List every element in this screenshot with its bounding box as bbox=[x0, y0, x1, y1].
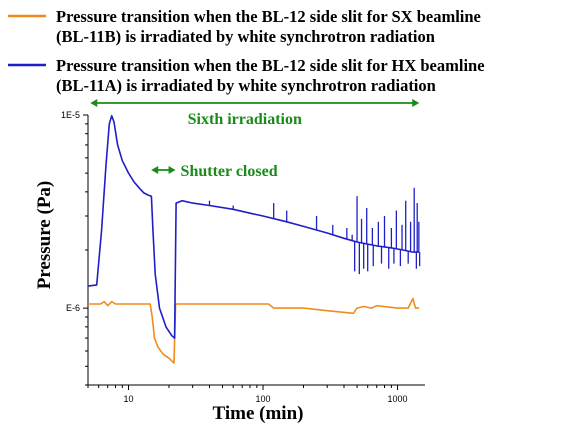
shutter-closed-arrow bbox=[151, 166, 176, 174]
series-sx-line bbox=[88, 297, 420, 364]
legend-label-sx-line2: (BL-11B) is irradiated by white synchrot… bbox=[56, 27, 435, 46]
series-layer bbox=[87, 115, 421, 364]
sixth-irradiation-arrow bbox=[90, 99, 420, 107]
y-axis-title: Pressure (Pa) bbox=[34, 181, 55, 290]
legend: Pressure transition when the BL-12 side … bbox=[8, 7, 485, 95]
legend-label-hx-line2: (BL-11A) is irradiated by white synchrot… bbox=[56, 76, 436, 95]
x-tick-label: 1000 bbox=[388, 394, 408, 404]
x-tick-label: 100 bbox=[256, 394, 271, 404]
x-tick-label: 10 bbox=[123, 394, 133, 404]
axes bbox=[87, 115, 425, 386]
sixth-irradiation-label: Sixth irradiation bbox=[188, 111, 302, 128]
x-axis-title: Time (min) bbox=[213, 403, 304, 424]
annotation-layer: Sixth irradiation Shutter closed bbox=[90, 99, 420, 180]
y-tick-label: 1E-5 bbox=[61, 110, 80, 120]
legend-label-hx-line1: Pressure transition when the BL-12 side … bbox=[56, 56, 485, 75]
y-tick-label: E-6 bbox=[66, 303, 80, 313]
legend-label-sx-line1: Pressure transition when the BL-12 side … bbox=[56, 7, 481, 26]
series-hx-line bbox=[87, 115, 420, 339]
y-ticks: 1E-5 E-6 bbox=[61, 110, 88, 386]
x-ticks: 10 100 1000 bbox=[87, 385, 408, 404]
shutter-closed-label: Shutter closed bbox=[181, 163, 278, 180]
